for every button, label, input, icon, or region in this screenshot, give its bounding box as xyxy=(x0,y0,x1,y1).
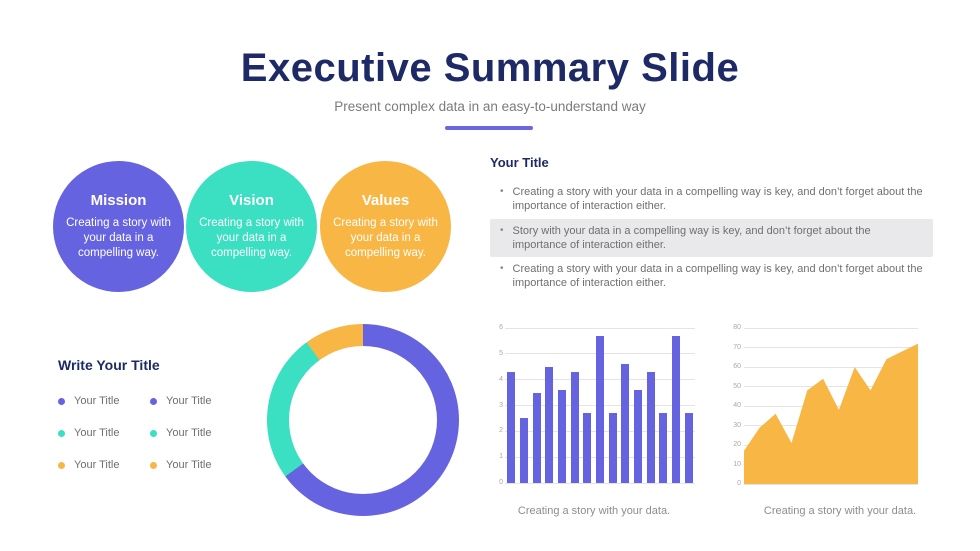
y-axis-tick: 70 xyxy=(733,343,741,351)
y-axis-tick: 40 xyxy=(733,402,741,409)
bullet-icon: • xyxy=(500,186,504,197)
legend-label: Your Title xyxy=(74,427,120,439)
pillar-title: Vision xyxy=(229,192,274,210)
pillar-description: Creating a story with your data in a com… xyxy=(199,217,304,259)
bar xyxy=(570,371,579,483)
y-axis-tick: 50 xyxy=(733,382,741,390)
bullet-list: • Creating a story with your data in a c… xyxy=(490,180,933,296)
bar xyxy=(621,364,630,483)
y-axis-tick: 1 xyxy=(499,453,503,461)
area-chart-plot: 0 10 20 30 40 50 60 70 80 xyxy=(733,324,918,487)
bullet-text: Creating a story with your data in a com… xyxy=(512,263,923,290)
legend-dot-icon xyxy=(58,397,65,405)
pillar-circle-values: Values Creating a story with your data i… xyxy=(320,161,451,292)
gridline xyxy=(505,482,695,484)
legend-item: Your Title xyxy=(150,395,242,407)
bar-chart-plot: 0 1 2 3 4 5 6 xyxy=(499,324,695,486)
y-axis-tick: 80 xyxy=(733,324,741,331)
pillar-title: Values xyxy=(361,192,410,210)
legend-label: Your Title xyxy=(166,395,212,407)
pillar-circle-vision: Vision Creating a story with your data i… xyxy=(186,161,317,292)
legend-label: Your Title xyxy=(166,427,212,439)
bullet-icon: • xyxy=(500,263,504,275)
bullet-icon: • xyxy=(500,224,504,236)
bar xyxy=(672,335,680,483)
gridline xyxy=(744,366,918,368)
gridline xyxy=(744,386,918,387)
y-axis-tick: 60 xyxy=(733,363,741,370)
pillar-circle-mission: Mission Creating a story with your data … xyxy=(53,161,184,292)
y-axis-tick: 4 xyxy=(499,375,503,383)
legend-label: Your Title xyxy=(74,395,120,407)
y-axis-tick: 5 xyxy=(499,349,503,357)
bar xyxy=(596,335,604,483)
legend-item: Your Title xyxy=(150,427,242,439)
area-chart: 0 10 20 30 40 50 60 70 80 Creating a story with … xyxy=(728,322,952,517)
area-shape xyxy=(744,343,918,484)
bar xyxy=(684,413,693,483)
legend-grid: Your Title Your Title Your Title Your Title… xyxy=(58,395,268,471)
bullet-item: • Creating a story with your data in a c… xyxy=(490,180,933,219)
bar xyxy=(520,418,528,483)
bullets-heading: Your Title xyxy=(490,155,549,170)
y-axis-tick: 3 xyxy=(499,401,503,409)
y-axis-tick: 30 xyxy=(733,421,741,429)
y-axis-tick: 0 xyxy=(737,480,741,487)
legend-dot-icon xyxy=(58,429,65,437)
bar xyxy=(558,390,566,483)
legend-section: Write Your Title Your Title Your Title You… xyxy=(58,357,268,471)
legend-label: Your Title xyxy=(166,459,212,471)
bar-chart: 0 1 2 3 4 5 6 Creating a story with your data. xyxy=(483,322,705,517)
gridline xyxy=(505,327,695,329)
legend-item: Your Title xyxy=(58,459,150,471)
chart-caption: Creating a story with your data. xyxy=(517,505,671,517)
pillar-description: Creating a story with your data in a com… xyxy=(333,217,438,259)
donut-chart xyxy=(267,324,459,516)
bar xyxy=(659,413,668,483)
y-axis-tick: 10 xyxy=(733,460,741,468)
legend-item: Your Title xyxy=(58,395,150,407)
bar xyxy=(507,371,516,483)
legend-item: Your Title xyxy=(150,459,242,471)
legend-dot-icon xyxy=(58,461,65,469)
y-axis-tick: 20 xyxy=(733,441,741,448)
bullet-text: Creating a story with your data in a com… xyxy=(512,186,923,213)
donut-hole xyxy=(289,346,437,494)
legend-item: Your Title xyxy=(58,427,150,439)
title-underline xyxy=(445,126,533,130)
slide-title: Executive Summary Slide xyxy=(240,46,740,90)
bullet-text: Story with your data in a compelling way… xyxy=(512,224,871,251)
slide-subtitle: Present complex data in an easy-to-under… xyxy=(334,99,646,114)
bar xyxy=(608,413,617,483)
legend-dot-icon xyxy=(150,397,157,405)
y-axis-tick: 6 xyxy=(499,324,503,331)
chart-caption: Creating a story with your data. xyxy=(763,505,917,517)
legend-dot-icon xyxy=(150,461,157,469)
pillar-title: Mission xyxy=(90,192,147,210)
pillar-description: Creating a story with your data in a com… xyxy=(66,217,171,259)
bar xyxy=(634,390,642,483)
bullet-item: • Creating a story with your data in a c… xyxy=(490,257,933,296)
bullets-section: Your Title • Creating a story with your … xyxy=(490,155,933,296)
bar xyxy=(545,366,554,483)
gridline xyxy=(744,327,918,329)
legend-dot-icon xyxy=(150,429,157,437)
gridline xyxy=(744,347,918,348)
gridline xyxy=(744,483,918,485)
bullet-item: • Story with your data in a compelling w… xyxy=(490,218,933,258)
bar xyxy=(583,413,592,483)
legend-heading: Write Your Title xyxy=(58,357,160,373)
bar xyxy=(532,392,541,483)
y-axis-tick: 0 xyxy=(499,479,503,486)
y-axis-tick: 2 xyxy=(499,427,503,435)
bar xyxy=(646,371,655,483)
legend-label: Your Title xyxy=(74,459,120,471)
